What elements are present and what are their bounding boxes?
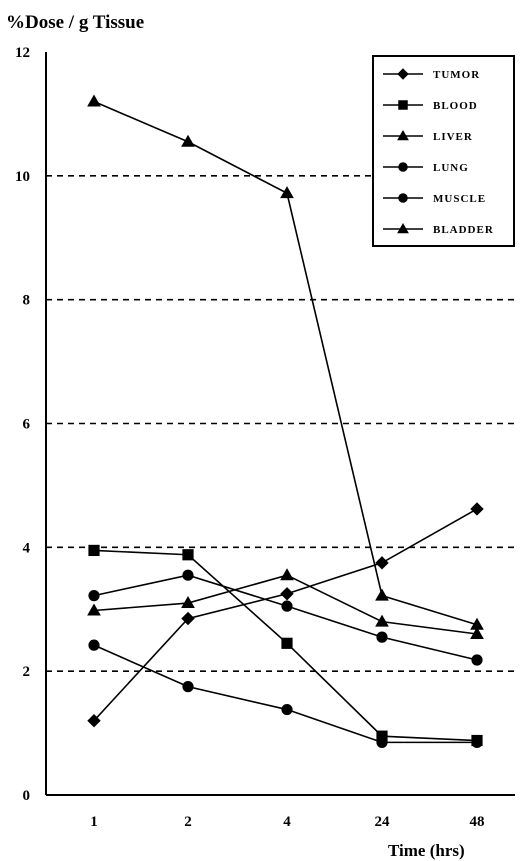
- data-point: [375, 588, 389, 601]
- data-point: [280, 186, 294, 199]
- data-point: [181, 611, 195, 626]
- legend-item: LIVER: [383, 129, 473, 143]
- data-point: [87, 713, 101, 728]
- legend-box: [372, 55, 515, 247]
- legend-label: LUNG: [433, 162, 469, 174]
- y-tick-label: 6: [23, 417, 31, 433]
- data-point: [281, 600, 293, 612]
- x-tick-label: 48: [470, 814, 485, 830]
- data-point: [376, 631, 388, 643]
- legend-marker: [397, 68, 409, 80]
- series-muscle: [88, 569, 483, 666]
- series-tumor: [87, 502, 484, 728]
- y-tick-label: 12: [15, 45, 30, 61]
- legend-marker: [398, 193, 408, 203]
- data-point: [280, 587, 294, 601]
- legend-label: LIVER: [433, 131, 473, 143]
- data-point: [470, 502, 484, 516]
- legend: TUMOR BLOOD LIVER LUNG MUSCLE BLADDER: [372, 55, 515, 247]
- legend-item: MUSCLE: [383, 193, 486, 205]
- series-lung: [88, 639, 483, 748]
- y-tick-label: 0: [23, 788, 31, 804]
- legend-label: BLADDER: [433, 224, 494, 236]
- data-point: [182, 681, 194, 693]
- y-tick-labels: 0 2 4 6 8 10 12: [15, 45, 31, 804]
- x-tick-labels: 1 2 4 24 48: [90, 814, 484, 830]
- y-tick-label: 8: [23, 293, 31, 309]
- series-liver: [87, 568, 484, 640]
- legend-item: BLOOD: [383, 100, 478, 112]
- data-point: [471, 736, 483, 748]
- y-tick-label: 4: [23, 540, 31, 556]
- legend-marker: [398, 100, 408, 110]
- data-point: [87, 94, 101, 107]
- data-point: [281, 703, 293, 716]
- x-tick-label: 2: [184, 814, 192, 830]
- y-tick-label: 2: [23, 664, 31, 680]
- data-point: [376, 736, 388, 748]
- data-point: [281, 637, 293, 649]
- series-line: [93, 508, 478, 722]
- legend-item: LUNG: [383, 162, 469, 174]
- data-point: [280, 568, 294, 581]
- data-point: [87, 603, 101, 616]
- data-point: [88, 590, 100, 602]
- legend-label: TUMOR: [433, 69, 480, 81]
- data-point: [470, 617, 484, 630]
- axes: [45, 52, 515, 796]
- x-tick-label: 4: [283, 814, 291, 830]
- data-point: [182, 549, 194, 561]
- data-point: [375, 556, 389, 570]
- data-point: [88, 639, 100, 651]
- x-tick-label: 24: [375, 814, 391, 830]
- data-point: [88, 544, 100, 557]
- legend-item: BLADDER: [383, 222, 494, 236]
- y-tick-label: 10: [15, 169, 30, 185]
- x-tick-label: 1: [90, 814, 98, 830]
- legend-marker: [397, 129, 409, 141]
- legend-marker: [397, 222, 409, 234]
- data-point: [375, 614, 389, 627]
- legend-label: MUSCLE: [433, 193, 486, 205]
- grid-lines: [46, 175, 515, 672]
- legend-item: TUMOR: [383, 68, 480, 81]
- data-point: [470, 627, 484, 640]
- x-axis-title: Time (hrs): [388, 841, 465, 860]
- data-point: [181, 596, 195, 609]
- data-point: [182, 569, 194, 581]
- series-bladder: [87, 94, 484, 630]
- y-axis-title: %Dose / g Tissue: [6, 12, 144, 33]
- series-line: [93, 644, 477, 744]
- legend-label: BLOOD: [433, 100, 478, 112]
- data-point: [471, 654, 483, 666]
- series-layer: [87, 94, 484, 748]
- data-point: [181, 134, 195, 147]
- legend-marker: [398, 162, 408, 172]
